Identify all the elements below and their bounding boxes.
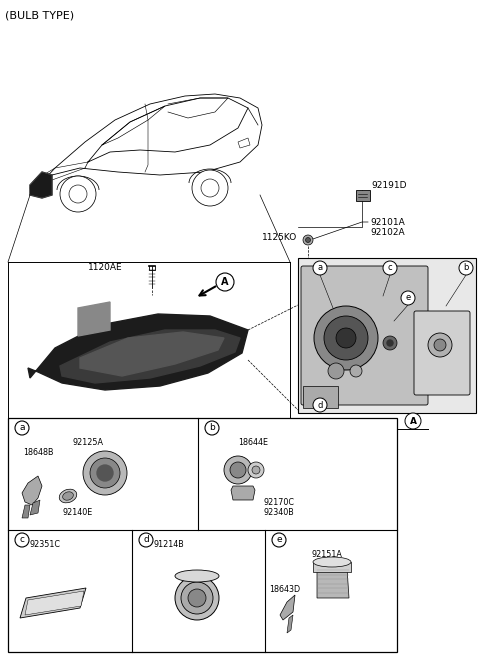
Circle shape [224, 456, 252, 484]
Circle shape [313, 398, 327, 412]
Circle shape [201, 179, 219, 197]
Polygon shape [30, 500, 40, 515]
Circle shape [387, 340, 393, 346]
FancyBboxPatch shape [356, 189, 370, 200]
Circle shape [139, 533, 153, 547]
Text: 92191D: 92191D [371, 181, 407, 189]
Text: 1120AE: 1120AE [88, 263, 122, 273]
Circle shape [401, 291, 415, 305]
Circle shape [313, 261, 327, 275]
Circle shape [272, 533, 286, 547]
Text: b: b [463, 263, 468, 273]
Circle shape [428, 333, 452, 357]
Polygon shape [22, 505, 30, 518]
Circle shape [69, 185, 87, 203]
Text: c: c [388, 263, 392, 273]
Polygon shape [25, 591, 84, 615]
Polygon shape [78, 302, 110, 336]
Circle shape [459, 261, 473, 275]
Polygon shape [317, 568, 349, 598]
Text: a: a [317, 263, 323, 273]
Polygon shape [28, 314, 248, 390]
Circle shape [205, 421, 219, 435]
FancyBboxPatch shape [301, 266, 428, 405]
FancyBboxPatch shape [414, 311, 470, 395]
Text: 91214B: 91214B [154, 540, 185, 549]
Polygon shape [30, 172, 52, 198]
Text: 92125A: 92125A [72, 438, 104, 447]
Polygon shape [287, 615, 293, 633]
Text: 18644E: 18644E [238, 438, 268, 447]
Circle shape [383, 336, 397, 350]
Circle shape [175, 576, 219, 620]
Text: 92140E: 92140E [63, 508, 93, 517]
Text: 92101A: 92101A [370, 218, 405, 227]
Polygon shape [280, 595, 295, 620]
Text: 92351C: 92351C [30, 540, 61, 549]
Text: 92102A: 92102A [370, 228, 405, 237]
Text: 92340B: 92340B [263, 508, 294, 517]
Text: A: A [221, 277, 229, 287]
Text: 92170C: 92170C [263, 498, 294, 507]
Text: 18648B: 18648B [23, 448, 53, 457]
Text: d: d [143, 535, 149, 545]
Circle shape [230, 462, 246, 478]
Text: (BULB TYPE): (BULB TYPE) [5, 10, 74, 20]
Circle shape [248, 462, 264, 478]
Polygon shape [22, 476, 42, 505]
Text: d: d [317, 401, 323, 409]
Text: 1125KO: 1125KO [262, 233, 297, 242]
Text: b: b [209, 424, 215, 432]
Text: 92151A: 92151A [312, 550, 342, 559]
Circle shape [188, 589, 206, 607]
Circle shape [350, 365, 362, 377]
Circle shape [15, 421, 29, 435]
Circle shape [192, 170, 228, 206]
Circle shape [383, 261, 397, 275]
Text: e: e [276, 535, 282, 545]
Circle shape [305, 237, 311, 242]
Text: a: a [19, 424, 25, 432]
Circle shape [328, 363, 344, 379]
Ellipse shape [59, 489, 77, 503]
Circle shape [90, 458, 120, 488]
Text: VIEW: VIEW [358, 418, 383, 428]
Bar [298, 258, 476, 413]
Bar [303, 386, 338, 408]
Circle shape [252, 466, 260, 474]
Circle shape [434, 339, 446, 351]
Circle shape [314, 306, 378, 370]
Text: A: A [409, 417, 417, 426]
Text: e: e [406, 294, 410, 302]
Polygon shape [231, 486, 255, 500]
Polygon shape [238, 138, 250, 148]
Polygon shape [60, 330, 240, 383]
Text: c: c [20, 535, 24, 545]
Ellipse shape [313, 557, 351, 567]
Polygon shape [80, 332, 224, 376]
Polygon shape [20, 588, 86, 618]
Circle shape [83, 451, 127, 495]
Text: 18643D: 18643D [269, 585, 300, 594]
Circle shape [216, 273, 234, 291]
Polygon shape [313, 562, 351, 572]
Circle shape [336, 328, 356, 348]
Circle shape [405, 413, 421, 429]
Circle shape [15, 533, 29, 547]
Circle shape [60, 176, 96, 212]
Circle shape [324, 316, 368, 360]
Circle shape [303, 235, 313, 245]
Ellipse shape [63, 492, 73, 500]
Ellipse shape [175, 570, 219, 582]
Circle shape [97, 465, 113, 481]
Bar [8, 418, 397, 652]
Circle shape [181, 582, 213, 614]
